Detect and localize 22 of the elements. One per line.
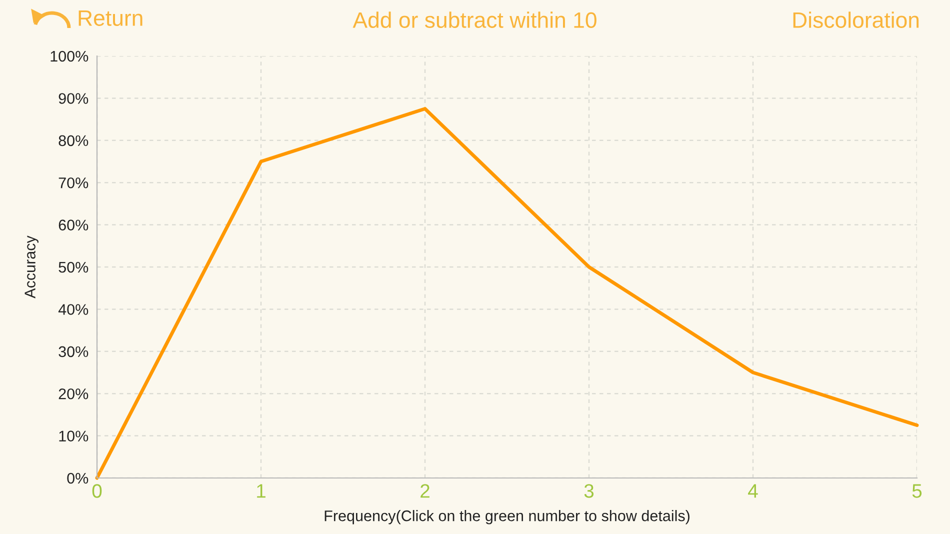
x-tick-label: 5 <box>912 484 922 498</box>
x-tick-label: 3 <box>584 484 594 498</box>
y-tick-label: 30% <box>58 346 88 358</box>
y-tick-label: 80% <box>58 135 88 146</box>
x-axis-title: Frequency(Click on the green number to show details) <box>324 510 690 524</box>
y-tick-label: 0% <box>67 472 88 484</box>
y-tick-label: 50% <box>58 262 88 273</box>
x-tick-label: 2 <box>420 484 430 498</box>
chart-title: Add or subtract within 10 <box>352 12 596 28</box>
x-tick-label: 4 <box>748 484 758 498</box>
x-tick-label: 0 <box>92 484 102 498</box>
y-tick-label: 70% <box>58 177 88 188</box>
y-tick-label: 40% <box>58 304 88 315</box>
text: Discoloration <box>793 12 919 28</box>
y-tick-label: 100% <box>50 50 88 62</box>
y-tick-label: 90% <box>58 93 88 104</box>
y-tick-label: 60% <box>58 220 88 230</box>
y-tick-label: 20% <box>58 388 88 400</box>
y-axis-title: Accuracy <box>24 236 38 298</box>
y-tick-label: 10% <box>59 430 88 442</box>
x-tick-label: 1 <box>257 484 266 498</box>
text: Return <box>78 10 142 26</box>
